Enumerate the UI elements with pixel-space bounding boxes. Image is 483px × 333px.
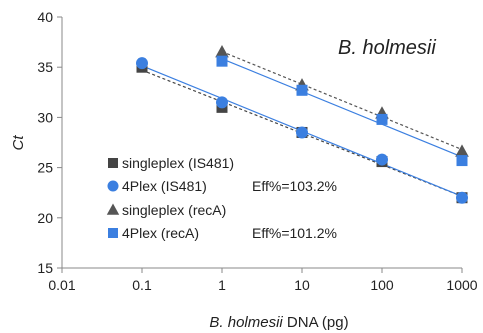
y-tick-label: 25 — [37, 160, 53, 176]
data-point-series-4 — [376, 113, 388, 125]
legend: singleplex (IS481) 4Plex (IS481) Eff%=103.… — [106, 155, 337, 241]
data-point-series-3 — [215, 44, 229, 58]
y-axis-label: Ct — [10, 135, 27, 151]
legend-marker-4 — [108, 228, 118, 238]
chart-annotation: B. holmesii — [338, 37, 436, 59]
x-tick-label: 1 — [218, 277, 226, 293]
data-point-series-2 — [216, 96, 228, 109]
legend-efficiency-4: Eff%=101.2% — [252, 225, 337, 241]
y-tick-label: 35 — [37, 59, 53, 75]
legend-marker-2 — [107, 180, 119, 192]
x-tick-label: 10 — [294, 277, 310, 293]
legend-label-3: singleplex (recA) — [122, 202, 226, 218]
legend-marker-3 — [106, 203, 120, 215]
y-tick-label: 15 — [37, 260, 53, 276]
data-points — [136, 44, 469, 204]
x-tick-label: 0.01 — [48, 277, 75, 293]
legend-label-4: 4Plex (recA) — [122, 225, 199, 241]
x-tick-label: 1000 — [446, 277, 477, 293]
x-axis-label: B. holmesii DNA (pg) — [209, 314, 348, 331]
data-point-series-2 — [136, 57, 148, 70]
legend-label-1: singleplex (IS481) — [122, 155, 234, 171]
data-point-series-3 — [455, 144, 469, 157]
x-tick-label: 100 — [370, 277, 394, 293]
x-tick-label: 0.1 — [132, 277, 152, 293]
data-point-series-2 — [296, 126, 308, 139]
x-axis: 0.01 0.1 1 10 100 1000 — [48, 268, 478, 293]
trend-lines — [141, 51, 463, 197]
data-point-series-2 — [456, 191, 468, 204]
data-point-series-2 — [376, 153, 388, 166]
legend-label-2: 4Plex (IS481) — [122, 178, 207, 194]
trend-line-4 — [221, 58, 463, 158]
data-point-series-4 — [296, 84, 308, 96]
plot-area — [61, 17, 462, 269]
legend-marker-1 — [108, 158, 118, 168]
trend-line-3 — [221, 51, 463, 151]
legend-efficiency-2: Eff%=103.2% — [252, 178, 337, 194]
y-tick-label: 30 — [37, 109, 53, 125]
data-point-series-4 — [456, 155, 468, 167]
y-tick-label: 20 — [37, 210, 53, 226]
y-axis: 15 20 25 30 35 40 — [37, 9, 62, 276]
y-tick-label: 40 — [37, 9, 53, 25]
data-point-series-4 — [216, 55, 228, 67]
